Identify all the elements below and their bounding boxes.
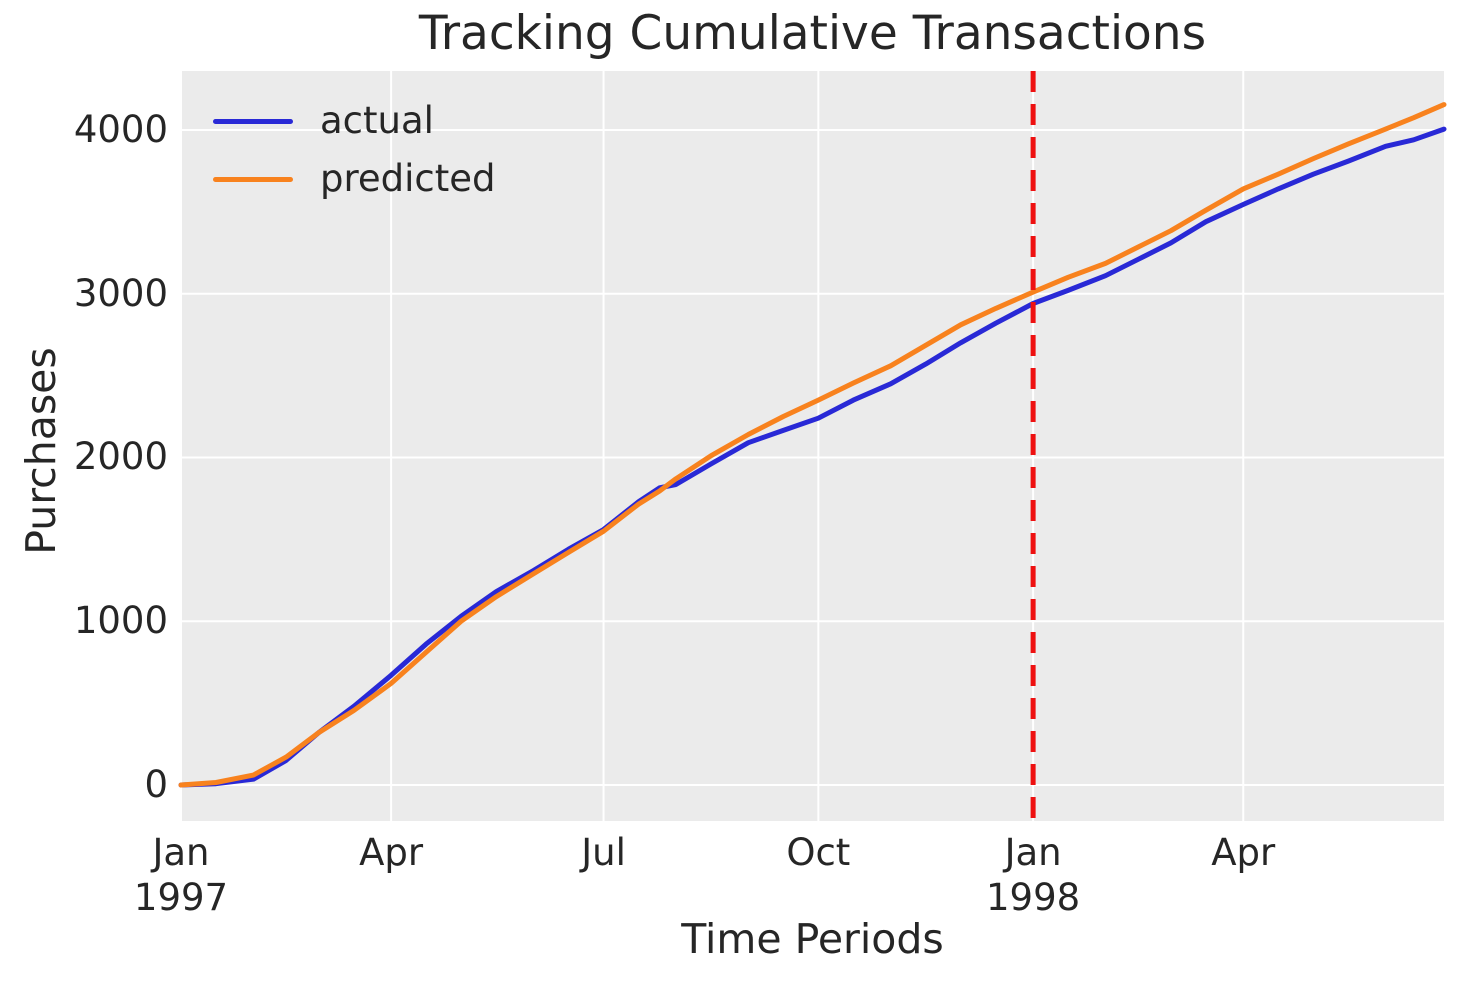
x-tick-month: Apr: [1211, 831, 1276, 874]
x-tick-month: Apr: [359, 831, 424, 874]
y-tick-1000: 1000: [73, 599, 168, 643]
y-tick-0: 0: [144, 762, 168, 806]
legend-label-predicted: predicted: [320, 157, 496, 200]
x-tick-year: 1997: [133, 876, 229, 919]
series-line-predicted: [178, 102, 1447, 788]
x-tick-apr-1997: Apr: [311, 830, 471, 875]
x-tick-year: 1998: [986, 876, 1081, 919]
y-tick-3000: 3000: [73, 271, 168, 315]
y-tick-2000: 2000: [73, 435, 168, 479]
x-tick-jan-1998: Jan 1998: [953, 830, 1113, 920]
legend-label-actual: actual: [320, 99, 434, 142]
y-tick-4000: 4000: [73, 107, 168, 151]
x-tick-month: Jan: [152, 831, 210, 874]
chart-title: Tracking Cumulative Transactions: [418, 6, 1207, 61]
x-tick-month: Oct: [786, 831, 851, 874]
x-tick-oct-1997: Oct: [738, 830, 898, 875]
legend-swatch-actual: [213, 119, 293, 124]
x-tick-month: Jul: [581, 831, 626, 874]
x-axis-label: Time Periods: [681, 915, 944, 963]
x-tick-month: Jan: [1004, 831, 1062, 874]
x-tick-jul-1997: Jul: [524, 830, 684, 875]
series-line-actual: [178, 126, 1447, 788]
legend-swatch-predicted: [213, 177, 293, 182]
x-tick-apr-1998: Apr: [1163, 830, 1323, 875]
x-tick-jan-1997: Jan 1997: [101, 830, 261, 920]
